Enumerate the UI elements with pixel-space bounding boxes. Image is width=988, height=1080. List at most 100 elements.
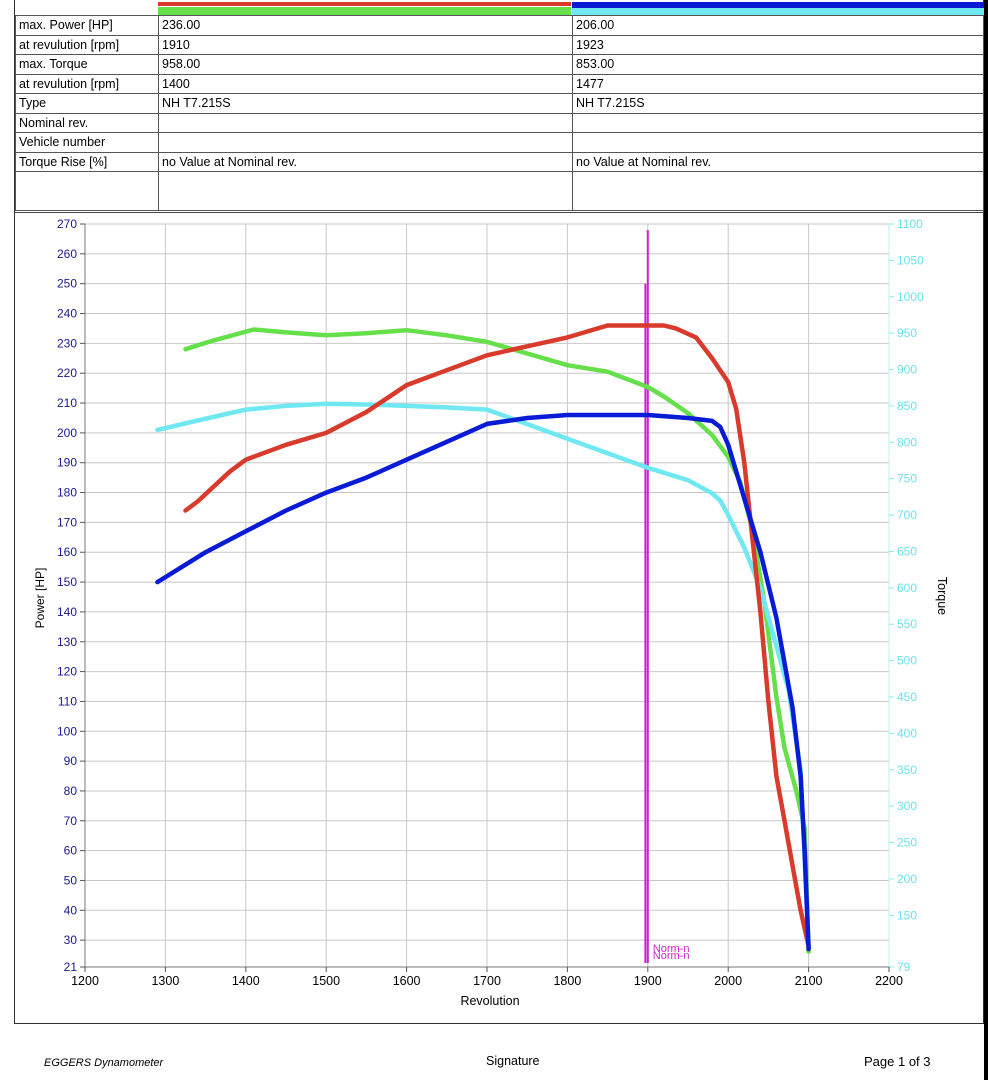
right-tick-label: 900 [897,363,917,377]
left-tick-label: 270 [57,217,77,231]
info-cell-v2: 206.00 [572,15,984,36]
info-cell-v1 [158,132,573,153]
right-tick-label: 950 [897,326,917,340]
left-tick-label: 210 [57,396,77,410]
right-tick-label: 200 [897,872,917,886]
left-tick-label: 140 [57,605,77,619]
left-tick-label: 190 [57,456,77,470]
x-tick-label: 1300 [151,974,179,988]
info-row: at revulution [rpm] 1400 1477 [15,73,984,94]
footer-page-number: Page 1 of 3 [864,1054,931,1069]
right-tick-label: 1050 [897,253,924,267]
x-axis-title: Revolution [460,994,519,1008]
footer-brand: EGGERS Dynamometer [44,1057,164,1069]
engine1-power-color-bar [158,2,571,6]
info-row [15,171,984,211]
dyno-chart: 21 30 40 50 60 70 80 90 100 110 120 130 140 150 160 170… [33,217,949,1008]
left-tick-label: 21 [64,960,78,974]
info-cell-v1: 1910 [158,34,573,55]
right-tick-label: 1100 [897,217,923,231]
left-tick-label: 170 [57,515,77,529]
left-tick-label: 240 [57,307,77,321]
left-tick-label: 40 [64,903,78,917]
left-tick-label: 180 [57,486,77,500]
right-tick-label: 79 [897,960,911,974]
left-tick-label: 70 [64,814,78,828]
info-row: max. Power [HP] 236.00 206.00 [15,15,984,36]
info-row: Torque Rise [%] no Value at Nominal rev. n… [15,151,984,172]
left-tick-label: 80 [64,784,78,798]
left-tick-label: 50 [64,873,78,887]
right-tick-label: 700 [897,508,917,522]
left-tick-label: 160 [57,545,77,559]
x-tick-label: 1800 [553,974,581,988]
right-tick-label: 400 [897,726,917,740]
nominal-rev-label: Norm-n [653,943,690,955]
info-cell-v1 [158,171,573,211]
report-frame [14,0,984,1024]
info-cell-v2: no Value at Nominal rev. [572,151,984,172]
left-tick-label: 260 [57,247,77,261]
report-footer: EGGERS Dynamometer Signature Page 1 of 3 [0,1024,984,1080]
series-line-left-0 [183,323,811,949]
x-tick-label: 1700 [473,974,501,988]
info-cell-v1: 958.00 [158,54,573,75]
info-cell-v2: 853.00 [572,54,984,75]
left-tick-label: 130 [57,635,77,649]
left-tick-label: 200 [57,426,77,440]
x-tick-label: 1200 [71,974,99,988]
footer-signature: Signature [486,1054,540,1068]
y-axis-title: Power [HP] [33,568,47,629]
info-cell-label: Nominal rev. [15,112,159,133]
info-cell-label: Torque Rise [%] [15,151,159,172]
info-cell-label: at revulution [rpm] [15,34,159,55]
right-tick-label: 650 [897,544,917,558]
right-tick-label: 500 [897,654,917,668]
left-tick-label: 120 [57,665,77,679]
info-cell-v2: 1477 [572,73,984,94]
right-tick-label: 300 [897,799,917,813]
left-tick-label: 110 [58,694,77,708]
info-cell-v2: 1923 [572,34,984,55]
left-tick-label: 100 [57,724,77,738]
right-tick-label: 550 [897,617,917,631]
info-cell-label: Vehicle number [15,132,159,153]
info-cell-label [15,171,159,211]
engine2-power-color-bar [572,2,984,8]
info-cell-v1: 1400 [158,73,573,94]
info-cell-v1: 236.00 [158,15,573,36]
info-row: Type NH T7.215S NH T7.215S [15,93,984,114]
right-tick-label: 850 [897,399,917,413]
left-tick-label: 220 [57,366,77,380]
left-tick-label: 30 [64,933,78,947]
left-tick-label: 60 [64,844,78,858]
info-cell-label: max. Torque [15,54,159,75]
left-tick-label: 250 [57,277,77,291]
series-line-left-1 [155,412,811,952]
x-tick-label: 1900 [634,974,662,988]
x-tick-label: 2200 [875,974,903,988]
series-line-right-3 [155,401,811,951]
right-tick-label: 800 [897,435,917,449]
right-tick-label: 450 [897,690,917,704]
info-cell-v1: no Value at Nominal rev. [158,151,573,172]
info-cell-label: Type [15,93,159,114]
info-cell-v1 [158,112,573,133]
x-tick-label: 2000 [714,974,742,988]
left-tick-label: 230 [57,336,77,350]
info-cell-label: at revulution [rpm] [15,73,159,94]
section-divider [14,212,984,213]
left-tick-label: 90 [64,754,78,768]
info-cell-v1: NH T7.215S [158,93,573,114]
series-line-right-2 [183,327,811,954]
x-tick-label: 1600 [393,974,421,988]
right-tick-label: 600 [897,581,917,595]
right-tick-label: 350 [897,763,917,777]
info-cell-v2 [572,112,984,133]
info-row: Nominal rev. [15,112,984,133]
right-tick-label: 150 [897,908,917,922]
info-row: Vehicle number [15,132,984,153]
x-tick-label: 2100 [795,974,823,988]
info-cell-label: max. Power [HP] [15,15,159,36]
